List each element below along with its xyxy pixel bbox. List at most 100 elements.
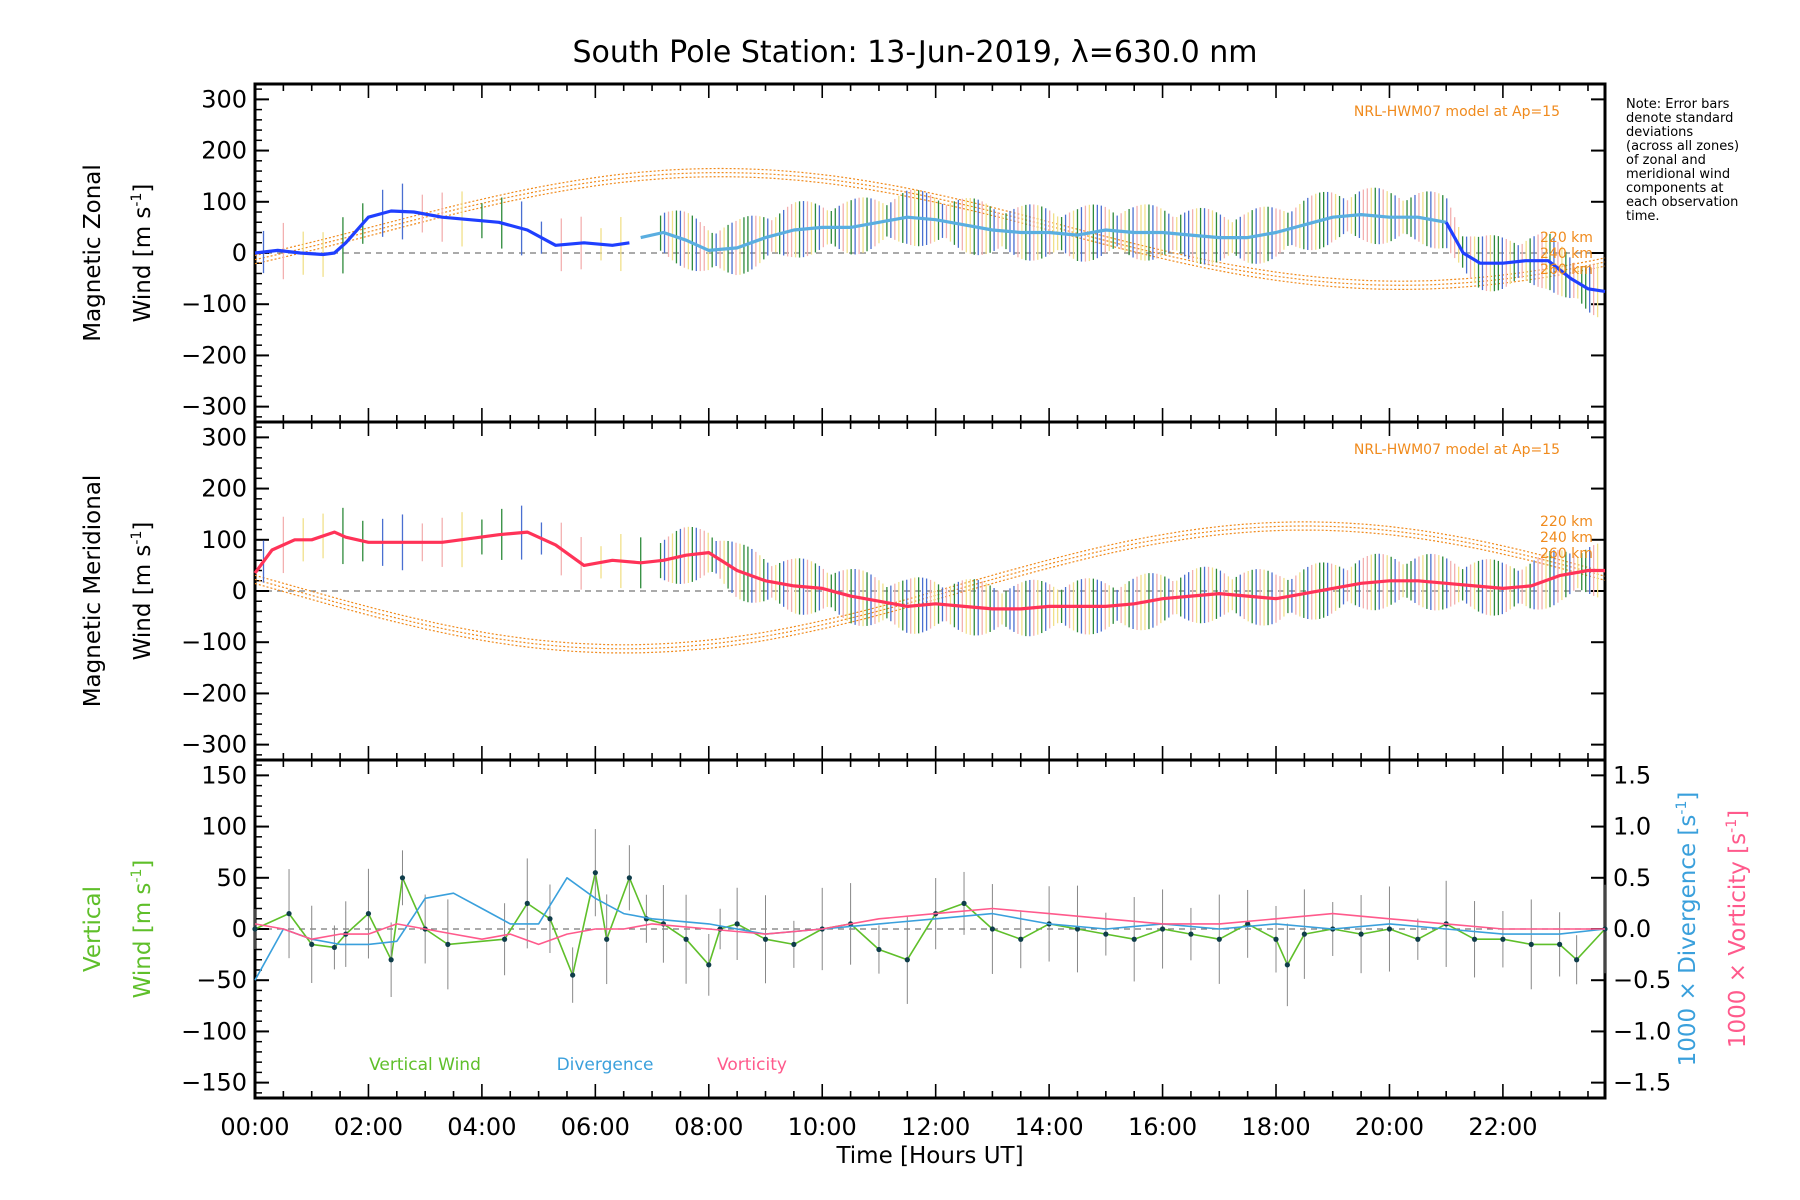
- vertical-wind-point: [286, 911, 292, 917]
- vertical-wind-point: [1301, 931, 1307, 937]
- svg-text:time.: time.: [1626, 209, 1660, 224]
- vertical-ylabel: Vertical: [80, 886, 106, 972]
- error-bar-note: Note: Error bars denote standard deviati…: [1626, 97, 1739, 224]
- vertical-wind-point: [1131, 936, 1137, 942]
- vertical-wind-point: [1074, 926, 1081, 932]
- y-tick-label: 0: [232, 577, 247, 605]
- x-tick-label: 04:00: [447, 1113, 516, 1141]
- y-tick-label: −50: [196, 966, 247, 994]
- x-tick-label: 00:00: [220, 1113, 289, 1141]
- vertical-wind-point: [876, 946, 882, 953]
- y-tick-label: 100: [201, 813, 247, 841]
- vertical-wind-point: [1386, 926, 1393, 932]
- model-curve-220km: [254, 167, 1606, 282]
- y-tick-label: −200: [181, 679, 247, 707]
- vertical-wind-point: [252, 926, 258, 932]
- vertical-wind-point: [309, 941, 315, 947]
- vertical-wind-point: [734, 921, 740, 927]
- svg-text:deviations: deviations: [1626, 125, 1693, 140]
- model-curve-260km: [254, 176, 1606, 291]
- vertical-wind-point: [547, 916, 553, 922]
- legend-divergence: Divergence: [557, 1055, 654, 1075]
- vertical-wind-point: [1471, 936, 1478, 942]
- svg-text:components at: components at: [1626, 181, 1724, 196]
- y-tick-label: 300: [201, 85, 247, 113]
- y-tick-label: 200: [201, 137, 247, 165]
- vertical-wind-point: [1415, 936, 1421, 942]
- vertical-wind-point: [1273, 936, 1279, 942]
- vertical-wind-point: [570, 972, 576, 978]
- x-tick-label: 18:00: [1241, 1113, 1310, 1141]
- svg-text:(across all zones): (across all zones): [1626, 139, 1739, 154]
- vertical-wind-point: [445, 941, 451, 947]
- chart-title: South Pole Station: 13-Jun-2019, λ=630.0…: [572, 35, 1257, 70]
- legend-vertical-wind: Vertical Wind: [369, 1055, 481, 1075]
- vertical-wind-point: [1245, 921, 1251, 927]
- vertical-wind-point: [626, 875, 632, 881]
- vertical-wind-point: [1528, 941, 1534, 947]
- vertical-wind-point: [706, 962, 712, 968]
- series-line-zonal-wind-late-: [1444, 221, 1606, 293]
- vertical-wind-point: [683, 936, 689, 942]
- x-tick-label: 20:00: [1355, 1113, 1424, 1141]
- vertical-wind-point: [791, 941, 797, 947]
- y2-tick-label: 0.5: [1613, 864, 1651, 892]
- vertical-wind-point: [1018, 936, 1024, 942]
- vertical-wind-point: [399, 875, 406, 881]
- svg-text:denote standard: denote standard: [1626, 111, 1733, 126]
- x-tick-label: 10:00: [788, 1113, 857, 1141]
- series-line-vorticity: [254, 907, 1605, 946]
- vertical-wind-point: [904, 957, 910, 963]
- zonal-ylabel-line2: Wind [m s-1]: [129, 184, 156, 323]
- x-tick-label: 02:00: [334, 1113, 403, 1141]
- vertical-wind-point: [1358, 931, 1364, 937]
- vertical-wind-point: [1103, 931, 1109, 937]
- vertical-wind-point: [1188, 931, 1194, 937]
- vertical-wind-point: [501, 936, 508, 942]
- y-tick-label: 50: [216, 864, 247, 892]
- vertical-wind-point: [365, 911, 372, 917]
- zonal-model-label: NRL-HWM07 model at Ap=15: [1354, 104, 1560, 120]
- y-tick-label: 0: [232, 915, 247, 943]
- vertical-wind-point: [592, 870, 598, 876]
- y-tick-label: 100: [201, 526, 247, 554]
- vertical-wind-point: [1557, 941, 1563, 947]
- y2-tick-label: −1.5: [1613, 1069, 1671, 1097]
- svg-text:meridional wind: meridional wind: [1626, 167, 1730, 182]
- vertical-wind-point: [1500, 936, 1506, 942]
- y2-tick-label: −1.0: [1613, 1017, 1671, 1045]
- y2-tick-label: 1.5: [1613, 761, 1651, 789]
- y-tick-label: −100: [181, 628, 247, 656]
- vertical-wind-point: [1284, 962, 1290, 968]
- y-tick-label: −200: [181, 341, 247, 369]
- series-line-vertical-wind: [254, 871, 1606, 976]
- vertical-wind-point: [388, 957, 394, 963]
- vertical-ylabel-line2: Wind [m s-1]: [129, 860, 156, 999]
- y-tick-label: 0: [232, 239, 247, 267]
- series-line-zonal-wind-mean-: [254, 209, 630, 257]
- series-line-meridional-wind: [253, 530, 1605, 611]
- series-line-divergence: [254, 877, 1606, 981]
- svg-text:Note: Error bars: Note: Error bars: [1626, 97, 1730, 112]
- zonal-alt-240: 240 km: [1540, 246, 1593, 262]
- vertical-wind-point: [1216, 936, 1222, 942]
- meridional-model-label: NRL-HWM07 model at Ap=15: [1354, 442, 1560, 458]
- y2-tick-label: −0.5: [1613, 966, 1671, 994]
- y-tick-label: −300: [181, 731, 247, 759]
- series-line-zonal-wind-dense-: [640, 213, 1447, 252]
- zonal-panel: 300 200 100 0 −100 −200 −300: [181, 84, 1606, 422]
- y-tick-label: 200: [201, 475, 247, 503]
- y-tick-label: −150: [181, 1069, 247, 1097]
- svg-text:of zonal and: of zonal and: [1626, 153, 1706, 168]
- x-tick-label: 14:00: [1015, 1113, 1084, 1141]
- vertical-wind-point: [331, 944, 338, 951]
- vertical-wind-point: [762, 936, 769, 942]
- meridional-ylabel: Magnetic Meridional: [80, 475, 106, 708]
- x-axis-label: Time [Hours UT]: [835, 1143, 1023, 1169]
- meridional-alt-260: 260 km: [1540, 546, 1593, 562]
- vertical-wind-point: [604, 936, 610, 942]
- meridional-alt-240: 240 km: [1540, 530, 1593, 546]
- y2-tick-label: 0.0: [1613, 915, 1651, 943]
- y-tick-label: −100: [181, 1017, 247, 1045]
